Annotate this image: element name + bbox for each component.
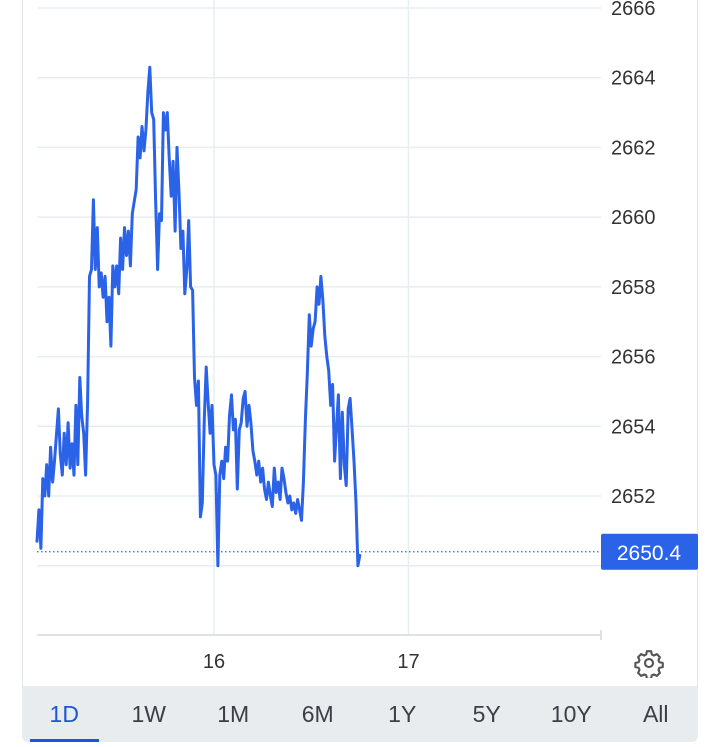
x-tick-label: 16 <box>203 651 225 673</box>
y-tick-label: 2660 <box>611 207 656 229</box>
gear-icon <box>634 650 664 678</box>
range-button-5y[interactable]: 5Y <box>472 701 501 727</box>
chart-panel[interactable]: 2666 2664 2662 2660 2658 2656 2654 2652 16 17 2650… <box>22 0 698 690</box>
time-range-bar: 1D 1W 1M 6M 1Y 5Y 10Y All <box>22 686 698 742</box>
range-button-1w[interactable]: 1W <box>131 701 167 727</box>
range-button-6m[interactable]: 6M <box>301 701 334 727</box>
y-tick-label: 2654 <box>611 416 656 438</box>
price-chart[interactable]: 2666 2664 2662 2660 2658 2656 2654 2652 16 17 2650… <box>23 0 699 690</box>
range-button-1d[interactable]: 1D <box>22 686 107 742</box>
settings-gear-button[interactable] <box>634 648 664 678</box>
range-button-1y[interactable]: 1Y <box>388 701 417 727</box>
price-series-line <box>35 65 362 568</box>
y-tick-label: 2656 <box>611 347 656 369</box>
y-tick-label: 2666 <box>611 0 656 20</box>
range-button-10y[interactable]: 10Y <box>550 701 592 727</box>
y-tick-label: 2652 <box>611 486 656 508</box>
y-tick-label: 2664 <box>611 68 656 90</box>
current-price-label: 2650.4 <box>617 542 682 565</box>
range-button-all[interactable]: All <box>642 701 669 727</box>
current-price-badge <box>601 533 698 570</box>
x-tick-label: 17 <box>397 651 419 673</box>
y-tick-label: 2658 <box>611 277 656 299</box>
y-tick-label: 2662 <box>611 137 656 159</box>
range-button-1m[interactable]: 1M <box>217 701 250 727</box>
